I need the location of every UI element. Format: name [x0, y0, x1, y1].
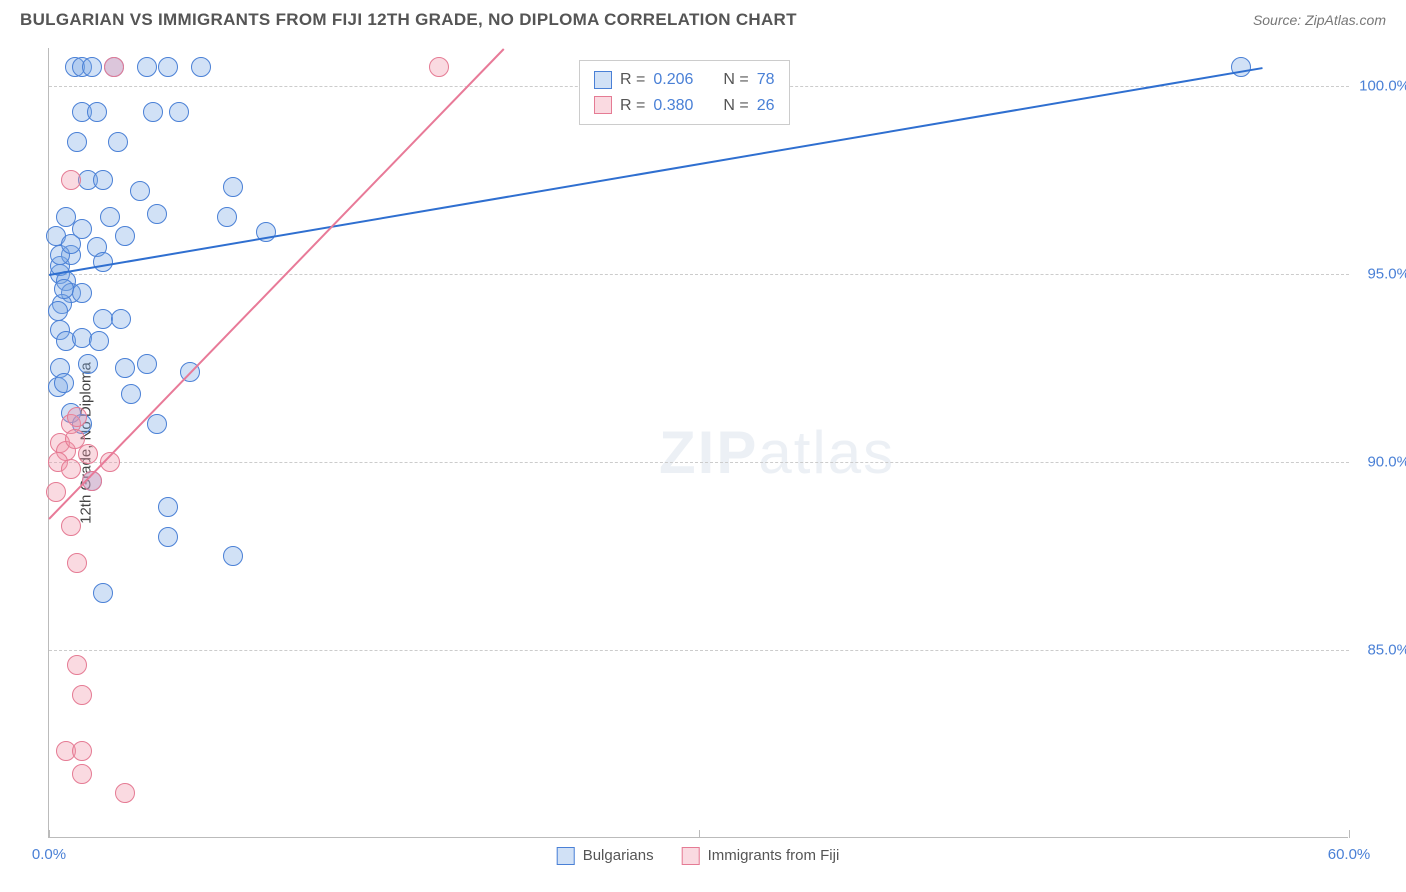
scatter-point	[115, 226, 135, 246]
scatter-point	[147, 414, 167, 434]
legend-label: Bulgarians	[583, 844, 654, 868]
y-tick-label: 90.0%	[1367, 453, 1406, 470]
watermark-thin: atlas	[758, 419, 895, 486]
gridline	[49, 650, 1349, 651]
y-tick-label: 95.0%	[1367, 265, 1406, 282]
scatter-point	[72, 764, 92, 784]
scatter-point	[61, 234, 81, 254]
x-tick	[699, 830, 700, 838]
scatter-point	[67, 132, 87, 152]
scatter-point	[93, 583, 113, 603]
scatter-point	[169, 102, 189, 122]
x-tick	[1349, 830, 1350, 838]
scatter-point	[72, 741, 92, 761]
chart-title: BULGARIAN VS IMMIGRANTS FROM FIJI 12TH G…	[20, 10, 797, 30]
scatter-point	[223, 546, 243, 566]
r-label: R =	[620, 93, 645, 119]
r-value: 0.206	[653, 67, 693, 93]
watermark-bold: ZIP	[659, 419, 758, 486]
scatter-point	[100, 207, 120, 227]
r-label: R =	[620, 67, 645, 93]
scatter-point	[61, 459, 81, 479]
chart-header: BULGARIAN VS IMMIGRANTS FROM FIJI 12TH G…	[0, 0, 1406, 36]
gridline	[49, 462, 1349, 463]
scatter-point	[191, 57, 211, 77]
scatter-point	[67, 655, 87, 675]
scatter-point	[115, 358, 135, 378]
scatter-point	[61, 170, 81, 190]
stats-legend-row: R = 0.380 N = 26	[594, 93, 775, 119]
scatter-point	[89, 331, 109, 351]
scatter-point	[158, 57, 178, 77]
scatter-point	[54, 373, 74, 393]
watermark: ZIPatlas	[659, 418, 895, 487]
stats-legend: R = 0.206 N = 78 R = 0.380 N = 26	[579, 60, 790, 125]
n-value: 26	[757, 93, 775, 119]
scatter-point	[158, 527, 178, 547]
swatch-icon	[682, 847, 700, 865]
scatter-point	[115, 783, 135, 803]
swatch-icon	[594, 71, 612, 89]
scatter-point	[67, 553, 87, 573]
scatter-point	[72, 685, 92, 705]
scatter-point	[87, 102, 107, 122]
x-tick-label: 60.0%	[1328, 846, 1371, 863]
scatter-point	[104, 57, 124, 77]
chart-area: 12th Grade, No Diploma ZIPatlas 85.0%90.…	[48, 48, 1348, 838]
scatter-point	[78, 354, 98, 374]
legend-item-bulgarians: Bulgarians	[557, 844, 654, 868]
plot-region: 12th Grade, No Diploma ZIPatlas 85.0%90.…	[48, 48, 1348, 838]
scatter-point	[143, 102, 163, 122]
gridline	[49, 274, 1349, 275]
scatter-point	[93, 170, 113, 190]
swatch-icon	[594, 96, 612, 114]
x-tick	[49, 830, 50, 838]
bottom-legend: Bulgarians Immigrants from Fiji	[557, 844, 840, 868]
scatter-point	[72, 283, 92, 303]
trend-line	[48, 48, 504, 520]
scatter-point	[82, 57, 102, 77]
legend-item-fiji: Immigrants from Fiji	[682, 844, 840, 868]
r-value: 0.380	[653, 93, 693, 119]
n-label: N =	[723, 93, 748, 119]
scatter-point	[137, 354, 157, 374]
scatter-point	[130, 181, 150, 201]
scatter-point	[217, 207, 237, 227]
scatter-point	[158, 497, 178, 517]
scatter-point	[46, 482, 66, 502]
x-tick-label: 0.0%	[32, 846, 66, 863]
scatter-point	[223, 177, 243, 197]
swatch-icon	[557, 847, 575, 865]
scatter-point	[429, 57, 449, 77]
scatter-point	[61, 516, 81, 536]
scatter-point	[67, 407, 87, 427]
chart-source: Source: ZipAtlas.com	[1253, 12, 1386, 28]
scatter-point	[48, 301, 68, 321]
scatter-point	[121, 384, 141, 404]
stats-legend-row: R = 0.206 N = 78	[594, 67, 775, 93]
scatter-point	[147, 204, 167, 224]
scatter-point	[111, 309, 131, 329]
scatter-point	[108, 132, 128, 152]
scatter-point	[78, 444, 98, 464]
n-label: N =	[723, 67, 748, 93]
y-tick-label: 100.0%	[1359, 77, 1406, 94]
scatter-point	[137, 57, 157, 77]
y-tick-label: 85.0%	[1367, 641, 1406, 658]
legend-label: Immigrants from Fiji	[708, 844, 840, 868]
n-value: 78	[757, 67, 775, 93]
